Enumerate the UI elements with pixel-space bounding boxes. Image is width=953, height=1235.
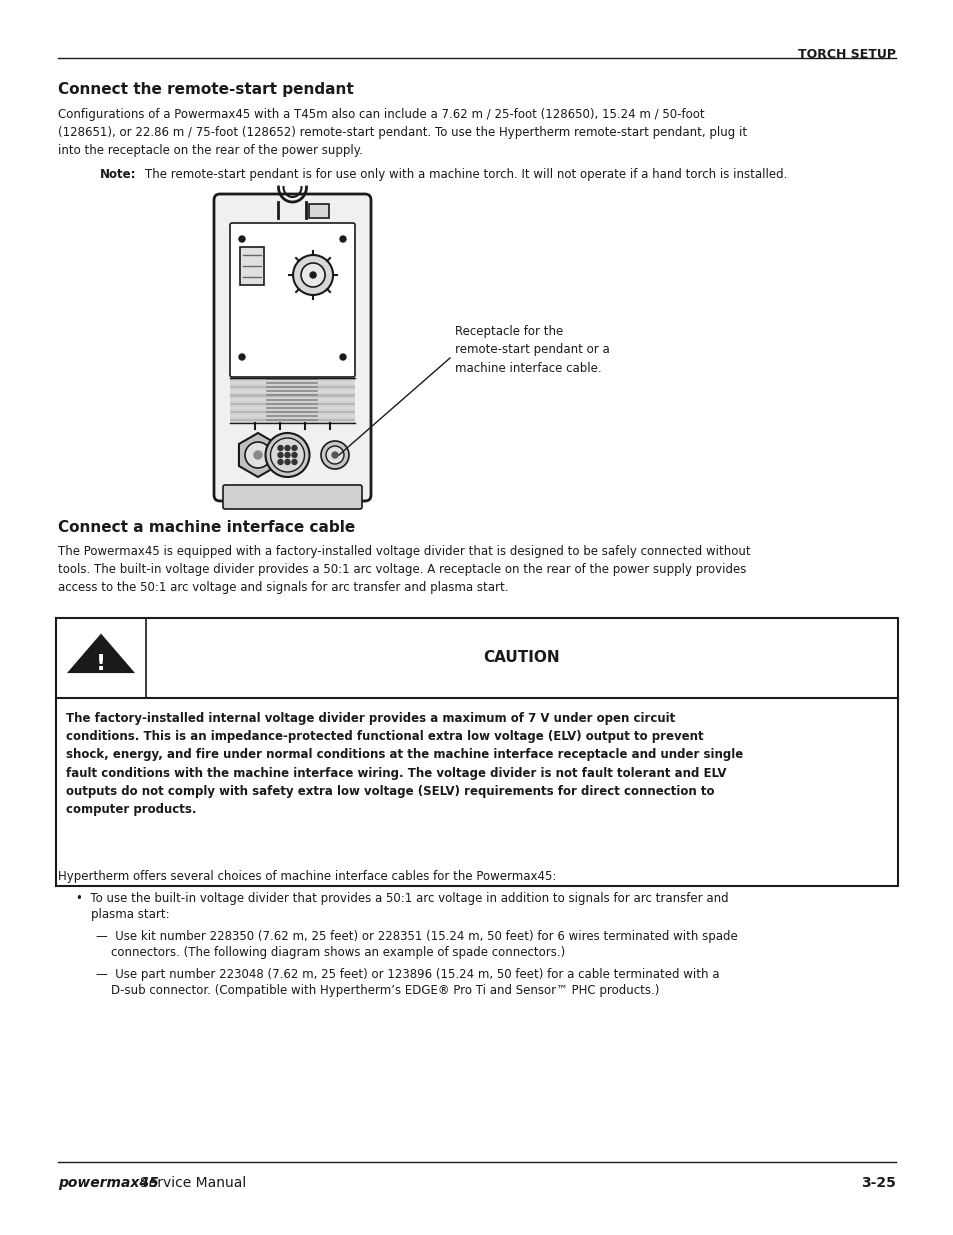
Polygon shape — [70, 636, 132, 672]
Circle shape — [271, 438, 304, 472]
Bar — [230, 382, 355, 384]
Circle shape — [245, 442, 271, 468]
Text: •  To use the built-in voltage divider that provides a 50:1 arc voltage in addit: • To use the built-in voltage divider th… — [76, 892, 728, 905]
Circle shape — [277, 452, 283, 457]
FancyBboxPatch shape — [213, 194, 371, 501]
Circle shape — [292, 452, 296, 457]
Circle shape — [277, 446, 283, 451]
Text: —  Use part number 223048 (7.62 m, 25 feet) or 123896 (15.24 m, 50 feet) for a c: — Use part number 223048 (7.62 m, 25 fee… — [96, 968, 719, 981]
Bar — [230, 419, 355, 421]
Circle shape — [339, 236, 346, 242]
Bar — [230, 394, 355, 396]
Bar — [230, 406, 355, 409]
Bar — [230, 399, 355, 400]
Bar — [230, 390, 355, 393]
Circle shape — [253, 451, 262, 459]
Text: D-sub connector. (Compatible with Hypertherm’s EDGE® Pro Ti and Sensor™ PHC prod: D-sub connector. (Compatible with Hypert… — [96, 984, 659, 997]
Text: 3-25: 3-25 — [861, 1176, 895, 1191]
Text: plasma start:: plasma start: — [76, 908, 170, 921]
Circle shape — [293, 254, 333, 295]
FancyBboxPatch shape — [223, 485, 361, 509]
Bar — [230, 415, 355, 417]
Text: —  Use kit number 228350 (7.62 m, 25 feet) or 228351 (15.24 m, 50 feet) for 6 wi: — Use kit number 228350 (7.62 m, 25 feet… — [96, 930, 737, 944]
Text: Configurations of a Powermax45 with a T45m also can include a 7.62 m / 25-foot (: Configurations of a Powermax45 with a T4… — [58, 107, 746, 157]
Circle shape — [301, 263, 325, 287]
Circle shape — [292, 446, 296, 451]
Text: The remote-start pendant is for use only with a machine torch. It will not opera: The remote-start pendant is for use only… — [130, 168, 786, 182]
Bar — [230, 411, 355, 412]
Circle shape — [310, 272, 315, 278]
Circle shape — [265, 433, 309, 477]
Bar — [309, 204, 329, 219]
Circle shape — [292, 459, 296, 464]
Text: connectors. (The following diagram shows an example of spade connectors.): connectors. (The following diagram shows… — [96, 946, 565, 960]
Bar — [240, 247, 264, 285]
Text: TORCH SETUP: TORCH SETUP — [797, 48, 895, 61]
Circle shape — [339, 354, 346, 359]
Text: !: ! — [96, 655, 106, 674]
Text: Note:: Note: — [100, 168, 136, 182]
Bar — [230, 403, 355, 405]
Circle shape — [326, 446, 344, 464]
Circle shape — [332, 452, 337, 458]
Text: The factory-installed internal voltage divider provides a maximum of 7 V under o: The factory-installed internal voltage d… — [66, 713, 742, 816]
Text: Service Manual: Service Manual — [140, 1176, 246, 1191]
Bar — [230, 378, 355, 424]
Text: Connect a machine interface cable: Connect a machine interface cable — [58, 520, 355, 535]
Circle shape — [277, 459, 283, 464]
Circle shape — [285, 446, 290, 451]
FancyBboxPatch shape — [230, 224, 355, 377]
Circle shape — [320, 441, 349, 469]
Text: Hypertherm offers several choices of machine interface cables for the Powermax45: Hypertherm offers several choices of mac… — [58, 869, 556, 883]
Bar — [56, 618, 897, 885]
Text: Receptacle for the
remote-start pendant or a
machine interface cable.: Receptacle for the remote-start pendant … — [455, 325, 609, 375]
Text: The Powermax45 is equipped with a factory-installed voltage divider that is desi: The Powermax45 is equipped with a factor… — [58, 545, 750, 594]
Bar — [230, 378, 355, 380]
Circle shape — [239, 354, 245, 359]
Text: powermax45: powermax45 — [58, 1176, 158, 1191]
Circle shape — [285, 452, 290, 457]
Circle shape — [239, 236, 245, 242]
Text: Connect the remote-start pendant: Connect the remote-start pendant — [58, 82, 354, 98]
Circle shape — [285, 459, 290, 464]
Text: CAUTION: CAUTION — [483, 651, 559, 666]
Bar — [230, 387, 355, 389]
Polygon shape — [238, 433, 276, 477]
